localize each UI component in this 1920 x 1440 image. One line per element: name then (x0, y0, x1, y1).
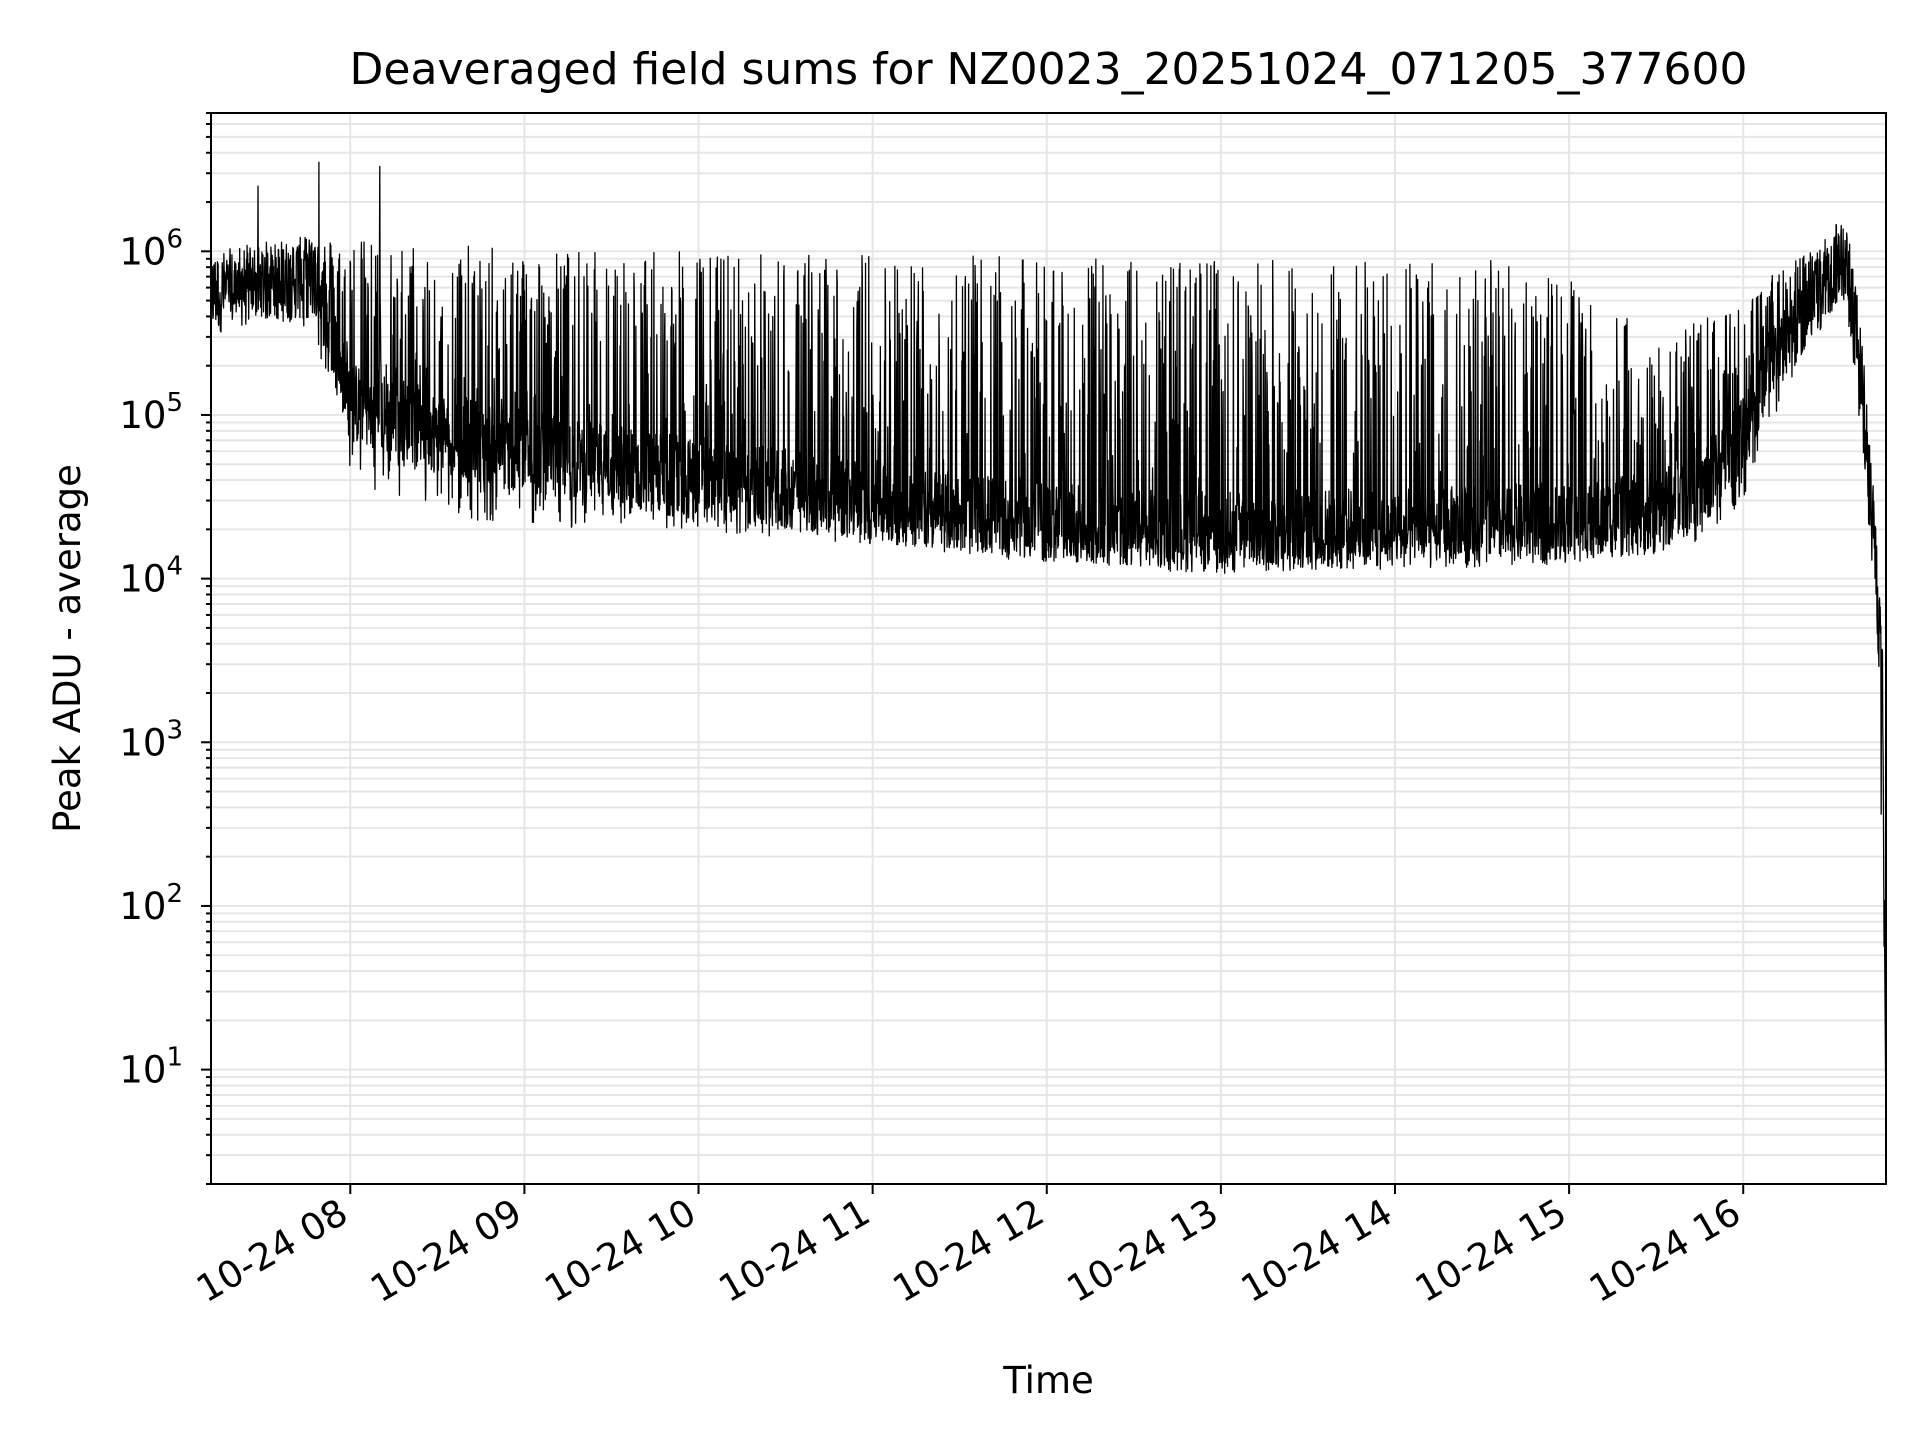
y-tick-label: 105 (119, 388, 183, 437)
y-tick-label-exponent: 6 (166, 224, 183, 254)
y-tick-label: 101 (119, 1043, 183, 1092)
y-tick-label-base: 10 (119, 1049, 166, 1092)
axes-frame (210, 112, 1887, 1185)
ticks (201, 112, 1745, 1194)
y-tick-label: 106 (119, 224, 183, 273)
chart-title: Deaveraged field sums for NZ0023_2025102… (350, 44, 1748, 95)
x-axis-label: Time (1002, 1359, 1094, 1402)
y-tick-label-exponent: 2 (166, 879, 183, 909)
series-line (210, 161, 1887, 1135)
y-tick-label-exponent: 3 (166, 715, 183, 745)
y-tick-label-base: 10 (119, 721, 166, 764)
y-tick-label-base: 10 (119, 558, 166, 601)
y-tick-label-exponent: 5 (166, 388, 183, 418)
y-tick-label-exponent: 4 (166, 552, 183, 582)
series-layer (210, 161, 1887, 1135)
y-tick-label-base: 10 (119, 394, 166, 437)
y-tick-label-base: 10 (119, 885, 166, 928)
y-axis-label: Peak ADU - average (46, 464, 89, 833)
y-tick-label: 102 (119, 879, 183, 928)
y-tick-label-exponent: 1 (166, 1043, 183, 1073)
y-tick-label: 104 (119, 552, 183, 601)
y-tick-label-base: 10 (119, 230, 166, 273)
y-tick-label: 103 (119, 715, 183, 764)
